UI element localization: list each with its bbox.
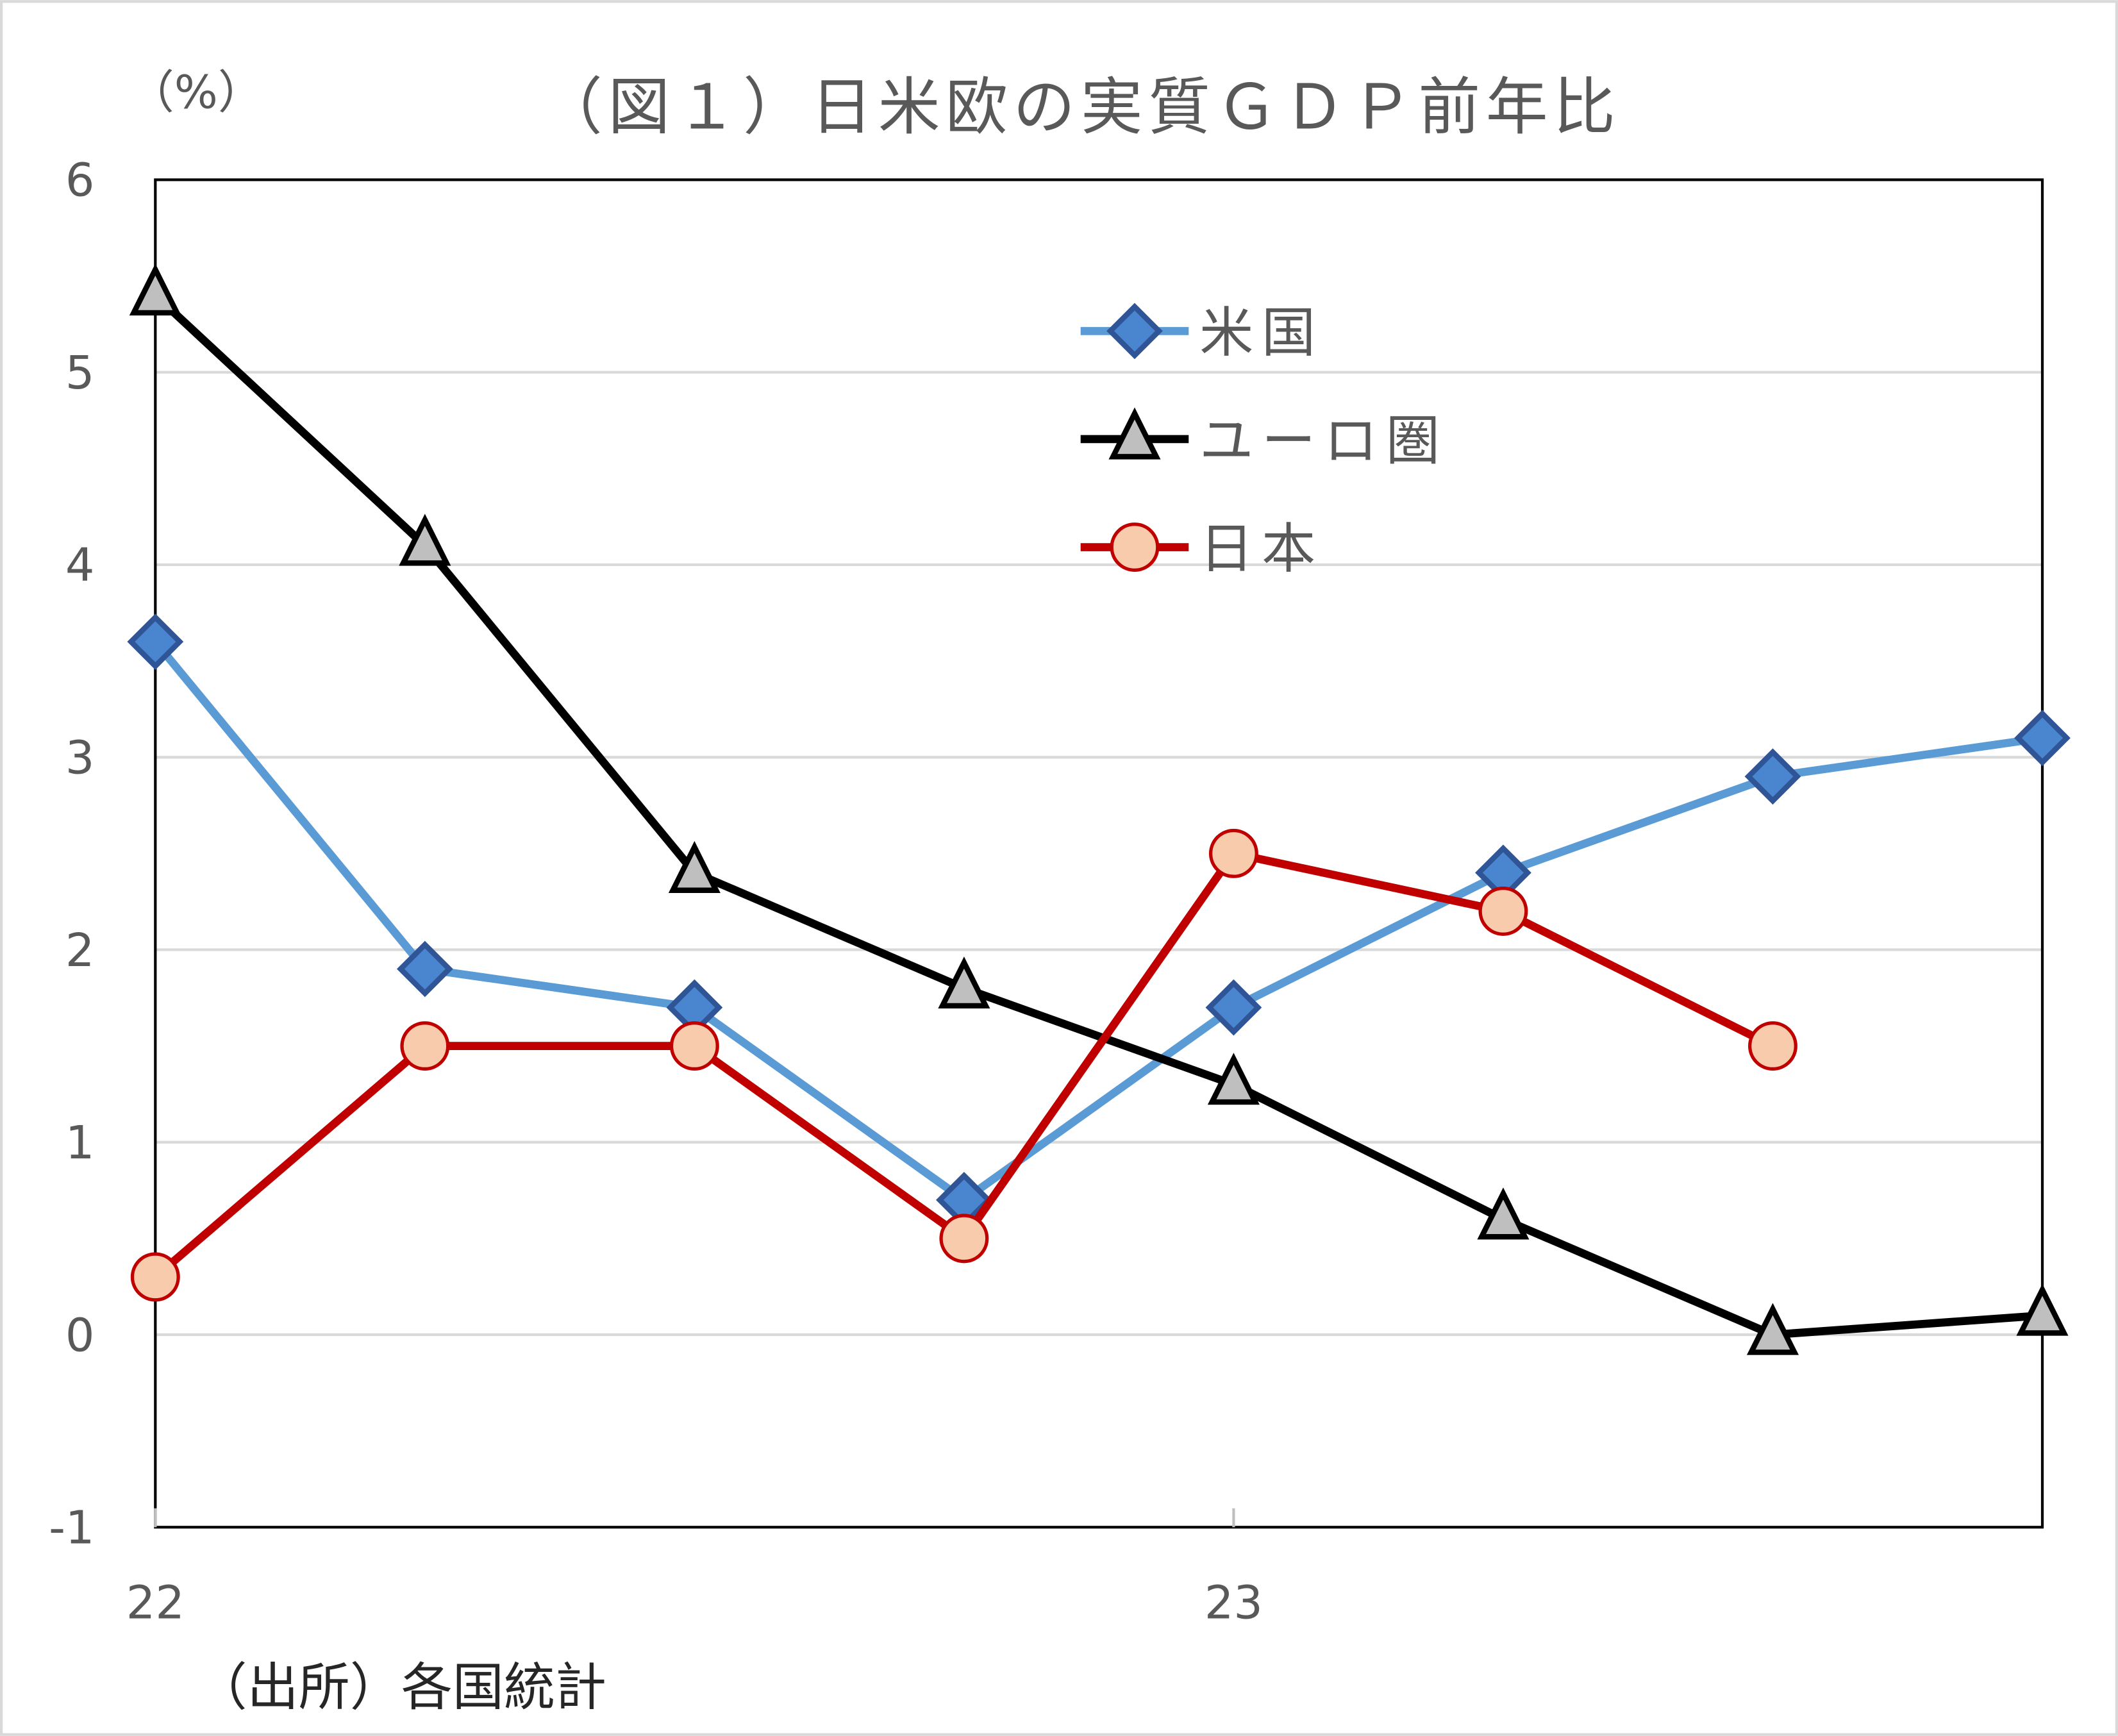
legend-label: 米国 — [1199, 301, 1324, 364]
data-point-triangle — [1746, 1303, 1799, 1355]
source-note: （出所）各国統計 — [196, 1657, 607, 1717]
series-line — [152, 639, 2043, 1205]
series-2 — [130, 828, 1797, 1302]
y-tick-label: 2 — [65, 924, 95, 977]
data-point-diamond — [2014, 710, 2071, 767]
series-0 — [127, 613, 2071, 1228]
data-point-circle — [400, 1021, 450, 1071]
data-point-diamond — [1106, 303, 1163, 360]
y-tick-label: 3 — [65, 731, 95, 785]
plot-area-border — [154, 178, 2044, 1529]
data-point-circle — [669, 1021, 719, 1071]
chart-title: （図１）日米欧の実質ＧＤＰ前年比 — [540, 71, 1621, 143]
data-point-circle — [1110, 522, 1160, 572]
series-1 — [129, 263, 2069, 1355]
y-tick-labels: 6 5 4 3 2 1 0 -1 — [49, 154, 94, 1555]
data-point-circle — [939, 1214, 989, 1264]
legend-label: 日本 — [1199, 517, 1324, 580]
y-tick-label: 5 — [65, 346, 95, 399]
data-point-circle — [1748, 1021, 1797, 1071]
x-tick-label: 23 — [1205, 1576, 1263, 1630]
x-tick-labels: 22 23 — [126, 1508, 1263, 1630]
y-tick-label: 4 — [65, 538, 95, 592]
data-point-diamond — [127, 613, 184, 670]
data-point-triangle — [1207, 1053, 1260, 1105]
y-axis-unit: （%） — [128, 66, 263, 119]
y-tick-label: -1 — [49, 1501, 94, 1555]
data-point-triangle — [1108, 407, 1161, 460]
y-tick-label: 1 — [65, 1116, 95, 1169]
y-tick-label: 6 — [65, 154, 95, 207]
data-point-circle — [130, 1252, 180, 1302]
data-point-diamond — [1205, 979, 1262, 1036]
data-point-triangle — [2016, 1283, 2069, 1336]
data-point-circle — [1478, 886, 1528, 936]
data-point-triangle — [129, 263, 181, 316]
data-point-triangle — [1477, 1187, 1530, 1240]
legend-label: ユーロ圏 — [1199, 410, 1448, 472]
y-tick-label: 0 — [65, 1308, 95, 1362]
gridlines — [154, 178, 2044, 1529]
data-point-triangle — [938, 956, 990, 1009]
data-point-triangle — [399, 513, 451, 566]
data-point-diamond — [396, 940, 453, 997]
x-tick-label: 22 — [126, 1576, 185, 1630]
data-point-diamond — [1744, 748, 1801, 805]
series-group — [127, 263, 2071, 1355]
series-line — [153, 292, 2043, 1339]
data-point-triangle — [668, 840, 721, 893]
data-point-circle — [1208, 828, 1258, 878]
